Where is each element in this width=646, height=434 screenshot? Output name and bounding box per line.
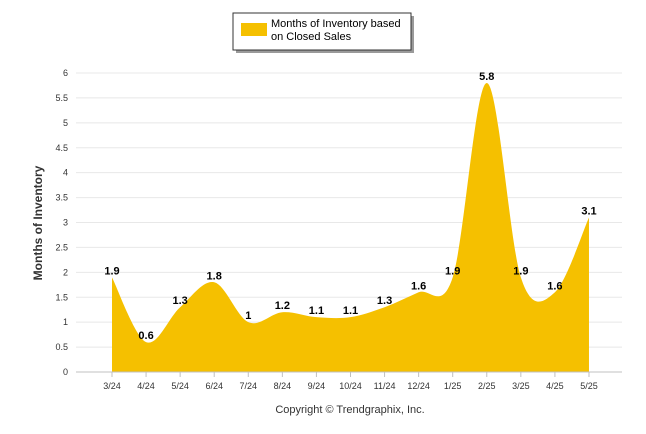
y-tick-label: 1 — [63, 317, 68, 327]
y-tick-label: 6 — [63, 68, 68, 78]
y-tick-label: 3 — [63, 218, 68, 228]
x-tick-label: 6/24 — [205, 381, 223, 391]
data-label: 1.1 — [343, 305, 358, 317]
x-axis-ticks: 3/24 4/24 5/24 6/24 7/24 8/24 9/24 10/24 11/24 12… — [103, 372, 598, 391]
x-tick-label: 3/24 — [103, 381, 121, 391]
data-label: 1.3 — [377, 295, 392, 307]
area-series — [112, 82, 589, 372]
y-tick-label: 5.5 — [55, 93, 68, 103]
legend-label-line-2: on Closed Sales — [271, 31, 352, 43]
x-tick-label: 2/25 — [478, 381, 496, 391]
y-tick-label: 3.5 — [55, 193, 68, 203]
x-tick-label: 10/24 — [339, 381, 362, 391]
x-tick-label: 12/24 — [407, 381, 430, 391]
y-tick-label: 0 — [63, 367, 68, 377]
y-tick-label: 4 — [63, 168, 68, 178]
y-axis-title: Months of Inventory — [31, 165, 45, 280]
x-tick-label: 4/24 — [137, 381, 155, 391]
y-tick-label: 5 — [63, 118, 68, 128]
x-tick-label: 8/24 — [274, 381, 292, 391]
data-label: 1.9 — [445, 265, 460, 277]
data-labels: 1.9 0.6 1.3 1.8 1 1.2 1.1 1.1 1.3 1.6 1.9 5.8 1.9 1.6… — [104, 71, 596, 342]
x-tick-label: 7/24 — [240, 381, 258, 391]
x-tick-label: 1/25 — [444, 381, 462, 391]
y-tick-label: 0.5 — [55, 342, 68, 352]
data-label: 1.9 — [104, 265, 119, 277]
x-tick-label: 4/25 — [546, 381, 564, 391]
legend: Months of Inventory based on Closed Sale… — [232, 12, 414, 53]
y-tick-label: 2.5 — [55, 242, 68, 252]
data-label: 1.6 — [411, 280, 426, 292]
data-label: 1.8 — [207, 270, 222, 282]
data-label: 1.6 — [547, 280, 562, 292]
legend-label-line-1: Months of Inventory based — [271, 18, 401, 30]
y-tick-label: 1.5 — [55, 292, 68, 302]
data-label: 1.1 — [309, 305, 324, 317]
data-label: 5.8 — [479, 71, 494, 83]
y-axis-ticks: 0 0.5 1 1.5 2 2.5 3 3.5 4 4.5 5 5.5 6 — [55, 68, 68, 377]
data-label: 1.2 — [275, 300, 290, 312]
data-label: 1.9 — [513, 265, 528, 277]
x-tick-label: 11/24 — [374, 381, 396, 391]
x-tick-label: 5/25 — [580, 381, 598, 391]
data-label: 0.6 — [138, 330, 153, 342]
data-label: 3.1 — [581, 206, 596, 218]
x-tick-label: 5/24 — [171, 381, 189, 391]
legend-swatch — [241, 23, 267, 36]
data-label: 1.3 — [172, 295, 187, 307]
x-tick-label: 3/25 — [512, 381, 530, 391]
y-tick-label: 2 — [63, 267, 68, 277]
y-tick-label: 4.5 — [55, 143, 68, 153]
data-label: 1 — [245, 310, 251, 322]
x-tick-label: 9/24 — [308, 381, 326, 391]
copyright-text: Copyright © Trendgraphix, Inc. — [275, 404, 424, 416]
